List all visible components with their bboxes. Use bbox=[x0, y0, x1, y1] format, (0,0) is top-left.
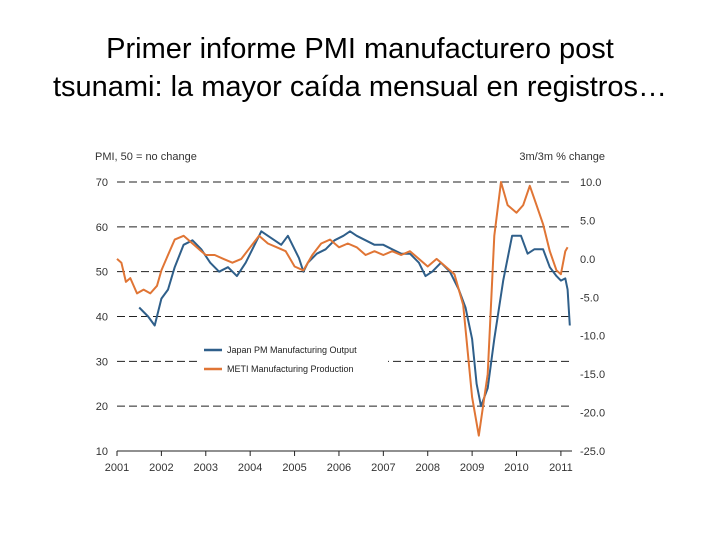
x-tick-label: 2003 bbox=[194, 462, 218, 474]
gridlines bbox=[117, 181, 572, 452]
left-tick-label: 40 bbox=[96, 312, 108, 324]
x-tick-label: 2002 bbox=[149, 462, 173, 474]
legend-label: Japan PM Manufacturing Output bbox=[227, 345, 357, 355]
left-axis-ticks: 10 20 30 40 50 60 70 bbox=[96, 177, 108, 458]
left-tick-label: 20 bbox=[96, 401, 108, 413]
slide-title-line-1: Primer informe PMI manufacturero post bbox=[106, 33, 614, 65]
x-tick-label: 2009 bbox=[460, 462, 484, 474]
left-tick-label: 50 bbox=[96, 267, 108, 279]
right-axis-title: 3m/3m % change bbox=[519, 151, 605, 163]
slide-title: Primer informe PMI manufacturero post ts… bbox=[0, 30, 720, 106]
x-tick-label: 2008 bbox=[415, 462, 439, 474]
right-tick-label: 10.0 bbox=[580, 177, 601, 189]
right-tick-label: 0.0 bbox=[580, 254, 595, 266]
left-axis-title: PMI, 50 = no change bbox=[95, 151, 197, 163]
right-tick-label: -5.0 bbox=[580, 292, 599, 304]
x-tick-label: 2005 bbox=[282, 462, 306, 474]
series-lines bbox=[116, 181, 571, 437]
x-tick-label: 2001 bbox=[105, 462, 129, 474]
legend: Japan PM Manufacturing Output METI Manufa… bbox=[198, 338, 388, 382]
x-tick-label: 2010 bbox=[504, 462, 528, 474]
series-line bbox=[138, 230, 571, 408]
left-tick-label: 70 bbox=[96, 177, 108, 189]
right-tick-label: -20.0 bbox=[580, 408, 605, 420]
right-tick-label: -25.0 bbox=[580, 446, 605, 458]
x-tick-label: 2006 bbox=[327, 462, 351, 474]
x-axis: 2001 2002 2003 2004 2005 2006 2007 2008 2009 2010… bbox=[105, 451, 573, 474]
legend-box bbox=[198, 338, 388, 382]
slide-title-line-2: tsunami: la mayor caída mensual en regis… bbox=[52, 71, 668, 103]
series-line bbox=[116, 181, 569, 437]
left-tick-label: 60 bbox=[96, 222, 108, 234]
x-tick-label: 2007 bbox=[371, 462, 395, 474]
legend-label: METI Manufacturing Production bbox=[227, 364, 354, 374]
left-tick-label: 30 bbox=[96, 356, 108, 368]
x-tick-label: 2004 bbox=[238, 462, 262, 474]
right-tick-label: 5.0 bbox=[580, 215, 595, 227]
left-tick-label: 10 bbox=[96, 446, 108, 458]
x-tick-label: 2011 bbox=[549, 462, 573, 474]
right-tick-label: -10.0 bbox=[580, 331, 605, 343]
right-tick-label: -15.0 bbox=[580, 369, 605, 381]
right-axis-ticks: -25.0 -20.0 -15.0 -10.0 -5.0 0.0 5.0 10.0 bbox=[580, 177, 605, 458]
